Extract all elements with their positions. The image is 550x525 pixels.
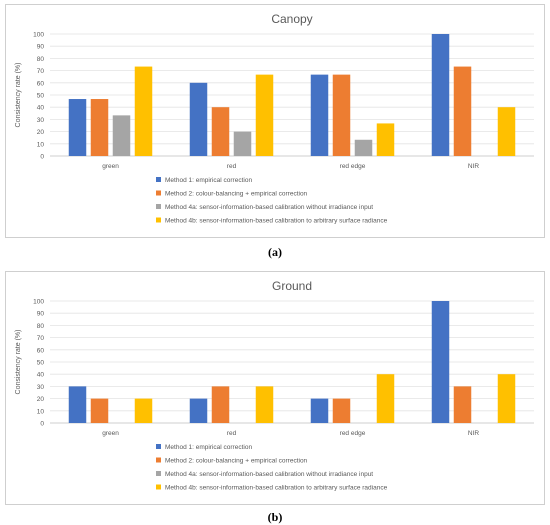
x-tick-label: red — [227, 430, 237, 437]
y-tick-label: 0 — [40, 154, 44, 161]
legend-label: Method 4a: sensor-information-based cali… — [165, 204, 373, 211]
caption-b: (b) — [267, 510, 283, 524]
bar — [90, 99, 109, 156]
y-tick-label: 50 — [37, 360, 45, 367]
bar — [354, 139, 373, 156]
bar — [431, 34, 450, 156]
bar — [376, 374, 395, 423]
x-tick-label: NIR — [468, 430, 480, 437]
bar — [332, 398, 351, 423]
bar — [211, 386, 230, 423]
y-tick-label: 90 — [37, 311, 45, 318]
x-tick-label: red edge — [340, 163, 366, 170]
legend-label: Method 4b: sensor-information-based cali… — [165, 218, 388, 225]
y-tick-label: 80 — [37, 56, 45, 63]
bar — [189, 398, 208, 423]
bar — [453, 66, 472, 156]
y-tick-label: 70 — [37, 335, 45, 342]
chart-ground-svg: Ground 0 10 20 30 40 50 60 70 80 90 100 Consistency … — [15, 279, 534, 492]
bar — [255, 74, 274, 156]
chart-title: Canopy — [271, 12, 312, 26]
bar — [431, 301, 450, 423]
y-tick-label: 20 — [37, 129, 45, 136]
legend-swatch — [156, 177, 161, 182]
chart-title: Ground — [272, 279, 312, 293]
y-tick-label: 40 — [37, 372, 45, 379]
legend-label: Method 1: empirical correction — [165, 444, 252, 451]
x-tick-label: green — [102, 163, 119, 170]
x-tick-label: NIR — [468, 163, 480, 170]
legend-label: Method 4b: sensor-information-based cali… — [165, 485, 388, 492]
legend-swatch — [156, 484, 161, 490]
bar — [310, 74, 329, 156]
legend-swatch — [156, 444, 161, 449]
y-axis-label: Consistency rate (%) — [15, 330, 22, 395]
bar — [90, 398, 109, 423]
y-tick-label: 10 — [37, 141, 45, 148]
y-tick-label: 30 — [37, 117, 45, 124]
y-tick-label: 50 — [37, 93, 45, 100]
y-tick-label: 40 — [37, 105, 45, 112]
y-tick-label: 20 — [37, 396, 45, 403]
legend-label: Method 2: colour-balancing + empirical c… — [165, 191, 308, 198]
bar — [332, 74, 351, 156]
bar — [497, 107, 516, 156]
x-tick-label: red — [227, 163, 237, 170]
x-tick-label: green — [102, 430, 119, 437]
y-tick-label: 60 — [37, 347, 45, 354]
bar — [189, 82, 208, 156]
bar — [310, 398, 329, 423]
bar — [134, 398, 153, 423]
bar — [376, 123, 395, 156]
y-tick-label: 70 — [37, 68, 45, 75]
y-tick-label: 100 — [33, 299, 44, 306]
legend-label: Method 2: colour-balancing + empirical c… — [165, 458, 308, 465]
bar — [134, 66, 153, 156]
bar — [68, 386, 87, 423]
bar — [497, 374, 516, 423]
x-tick-label: red edge — [340, 430, 366, 437]
bar — [453, 386, 472, 423]
legend-swatch — [156, 217, 161, 223]
legend-label: Method 4a: sensor-information-based cali… — [165, 471, 373, 478]
legend-swatch — [156, 190, 161, 196]
chart-panel-canopy: Canopy 0 10 20 30 40 50 60 70 80 90 100 Consistency … — [5, 4, 545, 238]
y-tick-label: 0 — [40, 421, 44, 428]
chart-panel-ground: Ground 0 10 20 30 40 50 60 70 80 90 100 Consistency … — [5, 271, 545, 505]
y-tick-label: 30 — [37, 384, 45, 391]
legend-swatch — [156, 471, 161, 476]
y-tick-label: 80 — [37, 323, 45, 330]
legend-label: Method 1: empirical correction — [165, 177, 252, 184]
y-tick-label: 100 — [33, 32, 44, 39]
y-axis-label: Consistency rate (%) — [15, 63, 22, 128]
legend-swatch — [156, 204, 161, 209]
y-tick-label: 60 — [37, 80, 45, 87]
legend-swatch — [156, 457, 161, 463]
y-tick-label: 90 — [37, 44, 45, 51]
bar — [255, 386, 274, 423]
bar — [233, 131, 252, 156]
y-tick-label: 10 — [37, 408, 45, 415]
caption-a: (a) — [268, 245, 282, 259]
bar — [112, 115, 131, 156]
bar — [68, 99, 87, 156]
bar — [211, 107, 230, 156]
chart-canopy-svg: Canopy 0 10 20 30 40 50 60 70 80 90 100 Consistency … — [15, 12, 534, 225]
